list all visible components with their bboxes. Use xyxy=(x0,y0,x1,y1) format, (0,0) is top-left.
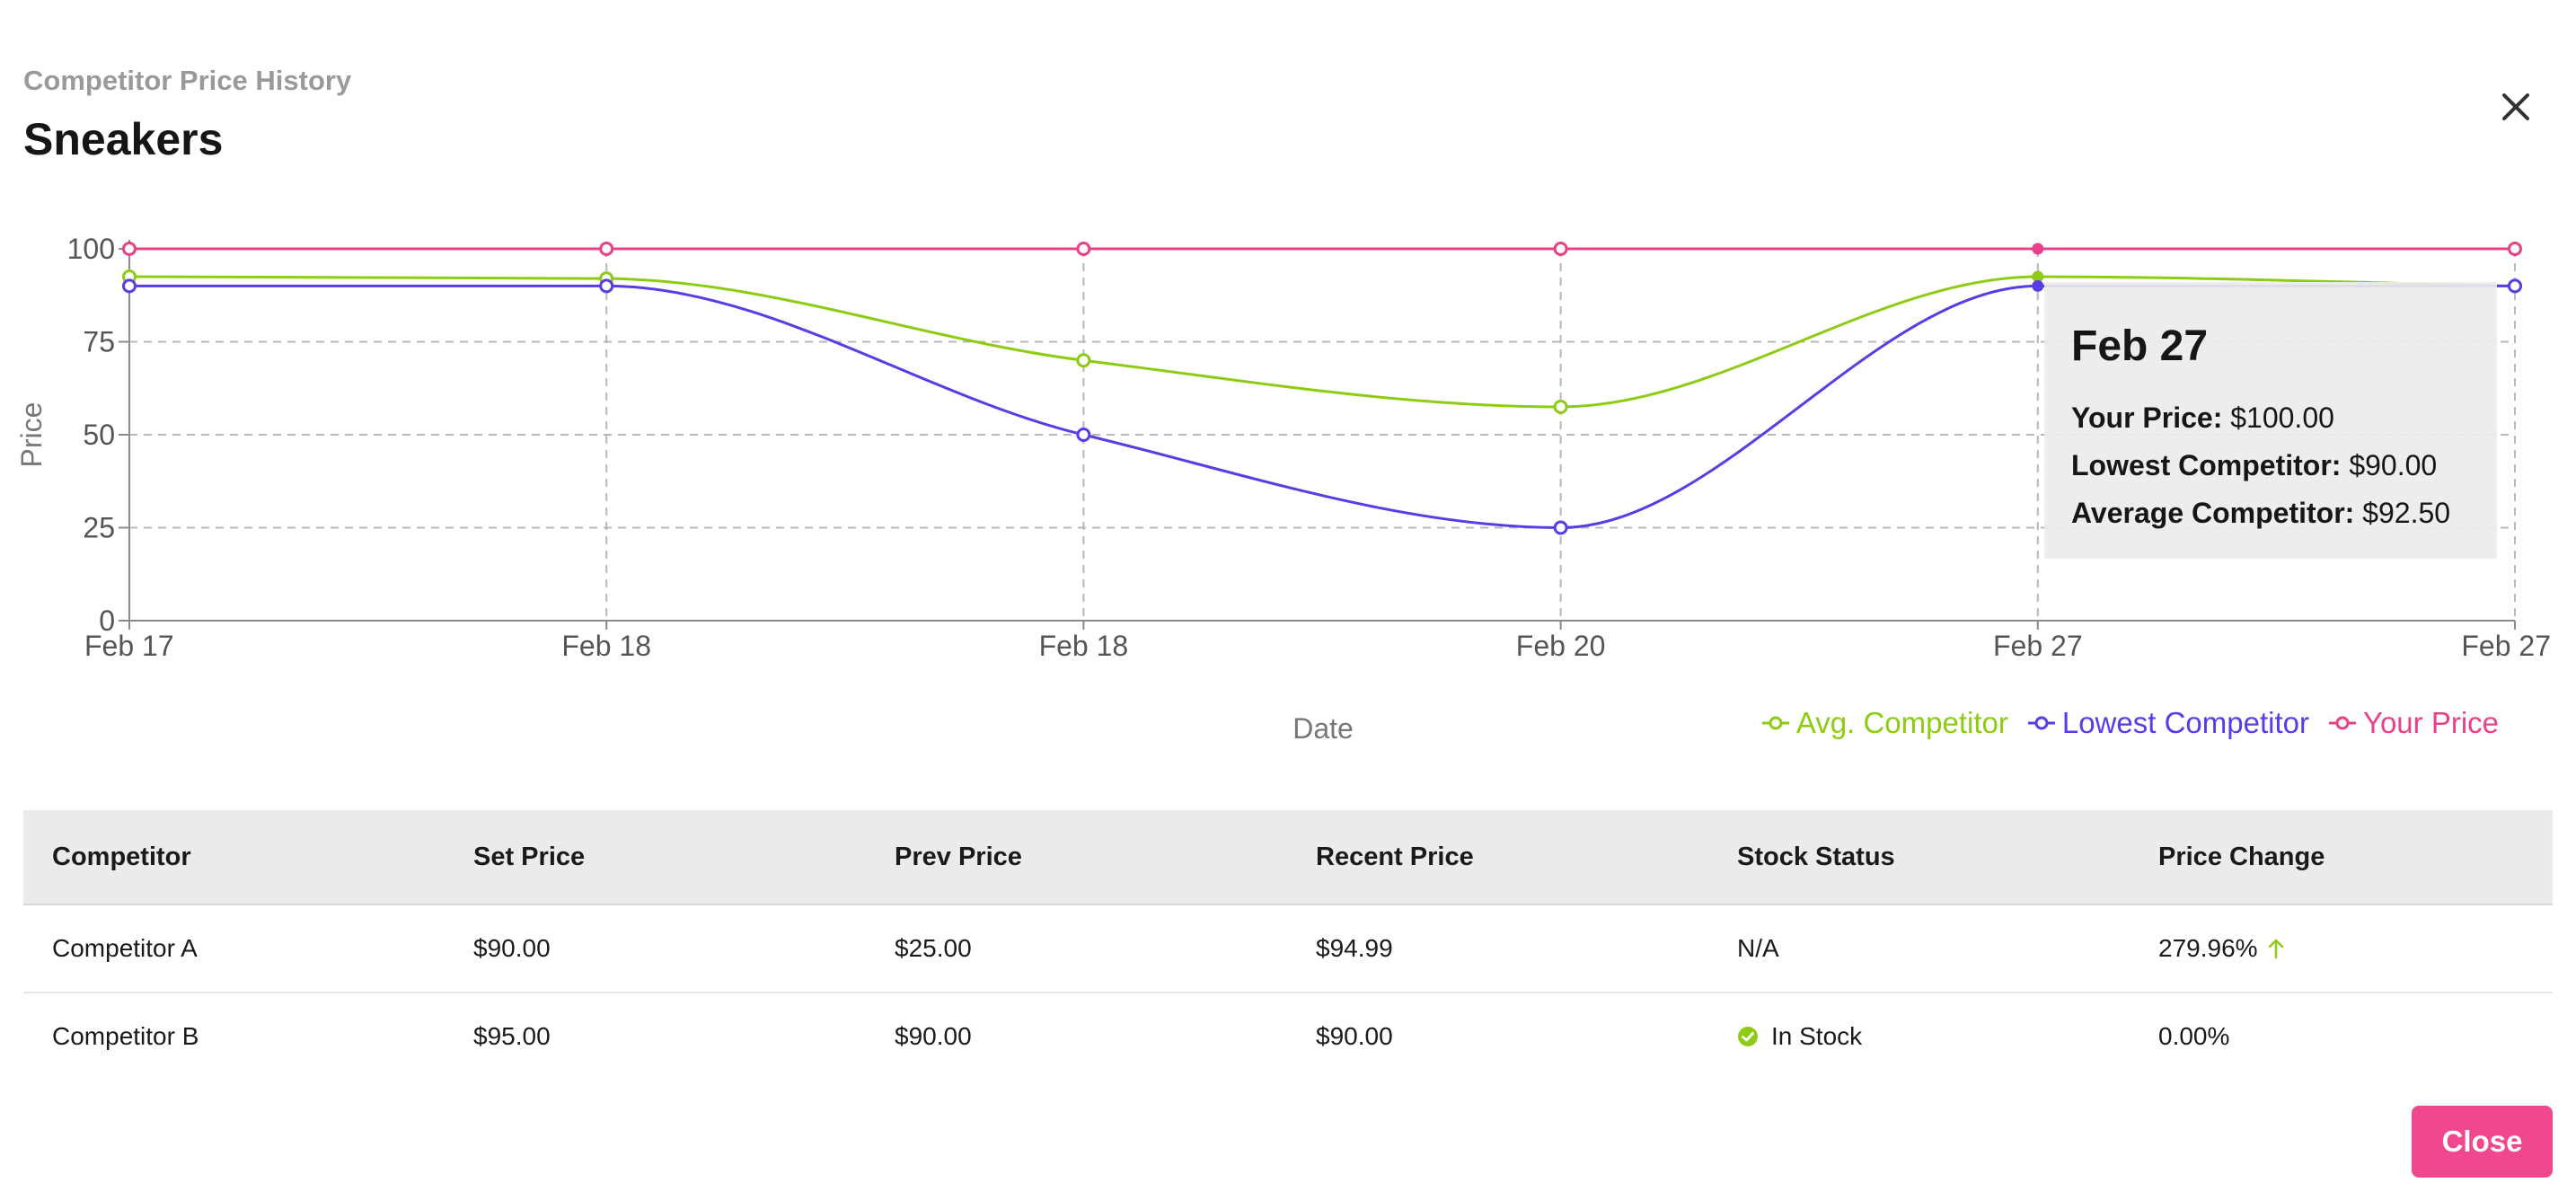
cell-set-price: $90.00 xyxy=(473,934,551,962)
x-tick-label: Feb 27 xyxy=(2461,630,2551,662)
cell-recent-price: $90.00 xyxy=(1316,1022,1393,1050)
data-point-your-price xyxy=(2508,242,2522,256)
y-tick-label: 100 xyxy=(67,233,115,265)
legend-item-lowest-competitor[interactable]: Lowest Competitor xyxy=(2027,706,2309,740)
data-point-avg-competitor xyxy=(2032,270,2044,283)
legend-marker-icon xyxy=(2328,716,2356,730)
data-point-your-price xyxy=(1553,242,1568,256)
arrow-up-icon xyxy=(2268,939,2283,959)
tooltip-lowest-competitor: Lowest Competitor: $90.00 xyxy=(2071,449,2438,481)
cell-prev-price: $90.00 xyxy=(895,1022,972,1050)
cell-prev-price: $25.00 xyxy=(895,934,972,962)
legend-label: Your Price xyxy=(2362,706,2499,739)
data-point-lowest-competitor xyxy=(599,278,614,294)
data-point-your-price xyxy=(1076,242,1091,256)
stock-status-text: In Stock xyxy=(1771,1022,1863,1050)
data-point-lowest-competitor xyxy=(2508,278,2522,294)
legend-label: Lowest Competitor xyxy=(2061,706,2309,739)
y-axis-label: Price xyxy=(15,402,48,468)
cell-set-price: $95.00 xyxy=(473,1022,551,1050)
x-tick-label: Feb 20 xyxy=(1516,630,1606,662)
column-header[interactable]: Stock Status xyxy=(1737,842,1895,871)
x-tick-label: Feb 27 xyxy=(1993,630,2083,662)
column-header[interactable]: Price Change xyxy=(2158,842,2325,871)
column-header[interactable]: Recent Price xyxy=(1316,842,1474,871)
cell-stock-status: In Stock xyxy=(1708,1022,2130,1051)
cell-competitor: Competitor A xyxy=(52,934,198,962)
close-button[interactable]: Close xyxy=(2412,1106,2553,1178)
legend-marker-icon xyxy=(2027,716,2055,730)
data-point-your-price xyxy=(599,242,614,256)
column-header[interactable]: Set Price xyxy=(473,842,586,871)
cell-recent-price: $94.99 xyxy=(1316,934,1393,962)
cell-price-change: 279.96% xyxy=(2130,934,2551,963)
cell-stock-status: N/A xyxy=(1708,934,2130,963)
price-change-text: 0.00% xyxy=(2158,1022,2230,1050)
column-header[interactable]: Competitor xyxy=(52,842,191,871)
data-point-avg-competitor xyxy=(1553,399,1568,414)
modal-subtitle: Competitor Price History xyxy=(23,65,352,96)
data-point-lowest-competitor xyxy=(1076,428,1091,442)
competitor-table: Competitor Set Price Prev Price Recent P… xyxy=(23,810,2553,1080)
tooltip-your-price: Your Price: $100.00 xyxy=(2071,401,2334,434)
y-tick-label: 75 xyxy=(83,326,115,358)
modal-title: Sneakers xyxy=(23,114,224,164)
close-icon[interactable] xyxy=(2493,84,2538,129)
chart-tooltip: Feb 27 Your Price: $100.00 Lowest Compet… xyxy=(2044,282,2497,559)
column-header[interactable]: Prev Price xyxy=(895,842,1022,871)
tooltip-date: Feb 27 xyxy=(2071,322,2209,370)
cell-competitor: Competitor B xyxy=(52,1022,199,1050)
legend-item-avg-competitor[interactable]: Avg. Competitor xyxy=(1761,706,2008,740)
data-point-lowest-competitor xyxy=(122,278,137,294)
check-circle-icon xyxy=(1738,1027,1758,1046)
y-tick-label: 25 xyxy=(83,512,115,544)
x-tick-label: Feb 17 xyxy=(84,630,174,662)
table-row: Competitor A $90.00 $25.00 $94.99 N/A 27… xyxy=(23,905,2553,993)
series-line-avg-competitor xyxy=(128,275,2516,409)
x-tick-label: Feb 18 xyxy=(561,630,651,662)
data-point-your-price xyxy=(122,242,137,256)
data-point-avg-competitor xyxy=(1076,353,1091,368)
chart-legend: Avg. Competitor Lowest Competitor Your P… xyxy=(1761,706,2499,740)
table-row: Competitor B $95.00 $90.00 $90.00 In Sto… xyxy=(23,993,2553,1080)
x-tick-label: Feb 18 xyxy=(1039,630,1129,662)
legend-item-your-price[interactable]: Your Price xyxy=(2328,706,2499,740)
y-tick-label: 50 xyxy=(83,419,115,451)
cell-price-change: 0.00% xyxy=(2130,1022,2551,1051)
stock-status-text: N/A xyxy=(1737,934,1779,962)
data-point-lowest-competitor xyxy=(1553,520,1568,535)
x-axis-label: Date xyxy=(1292,712,1354,745)
data-point-your-price xyxy=(2032,243,2044,255)
legend-marker-icon xyxy=(1761,716,1789,730)
price-change-text: 279.96% xyxy=(2158,934,2258,962)
y-tick-label: 0 xyxy=(99,604,115,637)
data-point-lowest-competitor xyxy=(2032,279,2044,292)
table-header: Competitor Set Price Prev Price Recent P… xyxy=(23,810,2553,905)
tooltip-average-competitor: Average Competitor: $92.50 xyxy=(2071,497,2451,529)
legend-label: Avg. Competitor xyxy=(1795,706,2008,739)
